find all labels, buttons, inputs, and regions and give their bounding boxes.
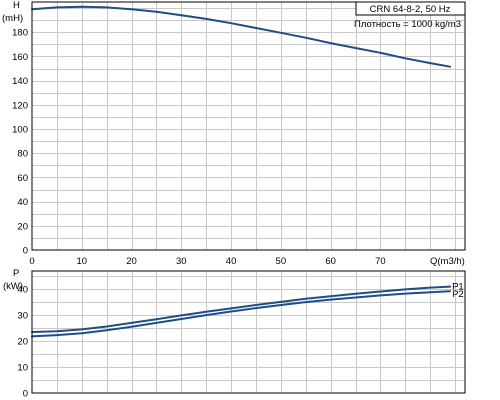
power-y-tick-labels: 0 10 20 30 40 (17, 285, 28, 400)
x-tick-label: 40 (226, 256, 237, 267)
head-y-tick-labels: 0 20 40 60 80 100 120 140 160 180 (12, 28, 28, 257)
y-tick-label: 20 (17, 337, 28, 348)
x-tick-label: 20 (126, 256, 137, 267)
y-tick-label: 40 (17, 197, 28, 208)
head-axis-label-h: H (13, 0, 20, 11)
head-x-tick-labels: 0 10 20 30 40 50 60 70 (29, 256, 385, 267)
y-tick-label: 0 (23, 389, 28, 400)
x-tick-label: 50 (276, 256, 287, 267)
x-tick-label: 0 (29, 256, 34, 267)
x-tick-label: 10 (76, 256, 87, 267)
power-plot-frame (31, 270, 466, 394)
y-tick-label: 120 (12, 100, 28, 111)
head-chart-panel: 0 20 40 60 80 100 120 140 160 180 0 10 20 30 40 50 60 70… (2, 0, 466, 267)
series-label-p2: P2 (452, 289, 464, 300)
x-tick-label: 70 (375, 256, 386, 267)
y-tick-label: 40 (17, 285, 28, 296)
y-tick-label: 30 (17, 311, 28, 322)
y-tick-label: 100 (12, 125, 28, 136)
x-axis-label: Q(m3/h) (430, 256, 465, 267)
x-tick-label: 30 (176, 256, 187, 267)
pump-model-label: CRN 64-8-2, 50 Hz (370, 4, 451, 15)
head-plot-frame (31, 1, 466, 251)
y-tick-label: 180 (12, 28, 28, 39)
power-axis-label-p: P (13, 268, 19, 279)
y-tick-label: 160 (12, 52, 28, 63)
series-line (31, 5, 452, 68)
series-line-p1 (31, 285, 452, 333)
series-label-p1: P1 (452, 282, 464, 293)
density-label: Плотность = 1000 kg/m3 (354, 19, 461, 30)
head-series (31, 5, 452, 68)
series-line-p2 (31, 290, 452, 338)
power-axis-label-unit: (kW) (3, 281, 23, 292)
head-axis-label-unit: (mH) (2, 13, 23, 24)
y-tick-label: 80 (17, 149, 28, 160)
y-tick-label: 140 (12, 76, 28, 87)
y-tick-label: 0 (23, 246, 28, 257)
pump-model-box (355, 1, 466, 16)
y-tick-label: 10 (17, 363, 28, 374)
power-series (31, 285, 452, 338)
head-grid (32, 2, 465, 250)
y-tick-label: 20 (17, 221, 28, 232)
x-tick-label: 60 (325, 256, 336, 267)
y-tick-label: 60 (17, 173, 28, 184)
